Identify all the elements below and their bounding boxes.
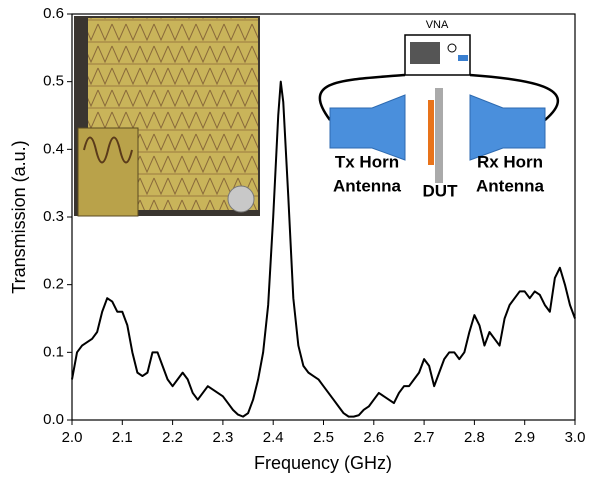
x-tick-label: 2.4 xyxy=(263,429,284,446)
y-tick-label: 0.2 xyxy=(43,276,64,293)
x-tick-label: 2.2 xyxy=(162,429,183,446)
data-line xyxy=(71,80,576,418)
y-tick-label: 0.6 xyxy=(43,5,64,22)
x-tick-label: 3.0 xyxy=(565,429,586,446)
annotation: Rx Horn xyxy=(477,152,543,171)
y-tick-label: 0.4 xyxy=(43,140,64,157)
x-tick-label: 2.7 xyxy=(414,429,435,446)
y-tick-label: 0.1 xyxy=(43,343,64,360)
annotation: Antenna xyxy=(333,176,402,195)
photo-inset xyxy=(74,16,260,217)
x-tick-label: 2.8 xyxy=(464,429,485,446)
annotation: VNA xyxy=(426,19,449,31)
y-tick-label: 0.5 xyxy=(43,73,64,90)
y-tick-label: 0.0 xyxy=(43,411,64,428)
x-tick-label: 2.5 xyxy=(313,429,334,446)
y-axis-label: Transmission (a.u.) xyxy=(9,140,29,293)
annotation: Tx Horn xyxy=(335,152,399,171)
x-tick-label: 2.0 xyxy=(62,429,83,446)
x-tick-label: 2.3 xyxy=(212,429,233,446)
x-tick-label: 2.9 xyxy=(514,429,535,446)
annotation: Antenna xyxy=(476,176,545,195)
setup-diagram xyxy=(318,34,560,183)
x-tick-label: 2.6 xyxy=(363,429,384,446)
x-axis-label: Frequency (GHz) xyxy=(254,453,392,473)
annotation: DUT xyxy=(423,181,459,200)
y-tick-label: 0.3 xyxy=(43,208,64,225)
x-tick-label: 2.1 xyxy=(112,429,133,446)
